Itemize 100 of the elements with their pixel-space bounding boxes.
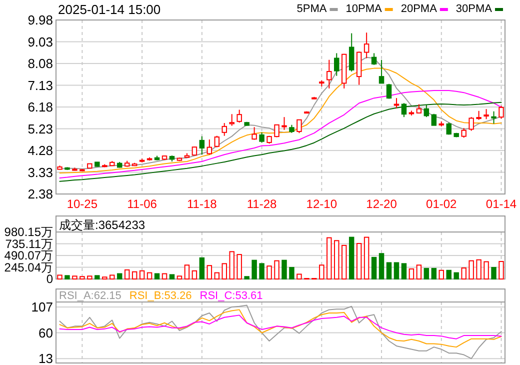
line-series	[59, 90, 502, 178]
candlestick	[199, 136, 205, 156]
bar	[184, 264, 190, 280]
candlestick	[229, 114, 234, 126]
bar	[176, 276, 182, 280]
candlestick	[296, 119, 302, 134]
bar	[348, 236, 354, 280]
bar	[252, 260, 257, 280]
bar	[199, 257, 205, 280]
candlestick	[334, 52, 340, 76]
bar	[259, 263, 264, 280]
candlestick	[491, 110, 496, 124]
candlestick	[214, 135, 220, 148]
series-label: RSI_C:53.61	[200, 290, 263, 302]
bar	[438, 270, 444, 280]
legend-label: 10PMA	[346, 3, 382, 15]
y-tick-label: 490.07万	[4, 248, 53, 263]
y-tick-label: 9.98	[28, 12, 53, 28]
bar	[192, 270, 198, 280]
x-tick-label: 11-18	[187, 197, 218, 211]
bar	[326, 237, 332, 280]
bar	[476, 259, 482, 280]
bar	[341, 244, 347, 280]
line-series	[59, 314, 502, 340]
y-tick-label: 735.11万	[5, 236, 53, 251]
legend-label: 20PMA	[400, 3, 438, 15]
candlestick	[378, 59, 384, 84]
y-tick-label: 0	[46, 272, 54, 286]
bar	[491, 266, 496, 280]
series-label: RSI_B:53.26	[129, 290, 192, 302]
bar	[356, 243, 362, 280]
candlestick	[401, 102, 407, 118]
bar	[229, 251, 234, 280]
y-tick-label: 6.18	[28, 100, 53, 115]
bar	[266, 266, 272, 280]
y-tick-label: 2.38	[28, 186, 53, 202]
candlestick	[461, 128, 466, 138]
bar	[386, 262, 392, 280]
bar	[364, 236, 370, 280]
candlestick	[252, 126, 257, 140]
line-series	[59, 304, 502, 360]
bar	[64, 275, 70, 280]
bar	[468, 260, 474, 280]
bar	[169, 274, 175, 280]
x-tick-label: 01-14	[486, 197, 517, 211]
chart-title: 2025-01-14 15:00	[58, 2, 161, 17]
bar	[289, 266, 294, 280]
y-tick-label: 9.03	[28, 34, 53, 50]
bar	[154, 273, 160, 280]
legend-label: 30PMA	[456, 3, 493, 15]
bar	[110, 274, 115, 280]
y-tick-label: 3.33	[28, 164, 53, 180]
bar	[408, 268, 414, 280]
y-tick-label: 60	[38, 325, 53, 340]
bar	[206, 265, 212, 280]
line-series	[59, 102, 502, 182]
candlestick	[484, 108, 489, 120]
bar	[274, 260, 280, 280]
candlestick	[394, 98, 400, 109]
candlestick	[274, 124, 280, 138]
bar	[371, 256, 377, 280]
bar	[124, 269, 130, 280]
y-tick-label: 4.28	[28, 143, 53, 158]
x-tick-label: 10-25	[66, 197, 98, 211]
candlestick	[259, 132, 264, 143]
bar	[416, 264, 422, 280]
candlestick	[236, 109, 242, 124]
bar	[394, 262, 400, 280]
candlestick	[468, 116, 474, 132]
bar	[319, 264, 324, 280]
candlestick	[431, 113, 437, 126]
candlestick	[386, 83, 392, 100]
bar	[431, 268, 437, 280]
candlestick	[446, 122, 452, 136]
bar	[80, 276, 85, 280]
y-tick-label: 245.04万	[4, 260, 53, 274]
bar	[116, 273, 122, 280]
candlestick	[364, 32, 370, 59]
candlestick	[424, 104, 430, 118]
bar	[424, 268, 430, 280]
bar	[139, 270, 145, 280]
bar	[57, 274, 62, 280]
y-tick-label: 107	[31, 299, 53, 314]
bar	[378, 253, 384, 280]
candlestick	[326, 59, 332, 89]
x-tick-label: 12-10	[306, 197, 338, 211]
y-tick-label: 13	[38, 351, 53, 365]
bar	[94, 275, 100, 280]
candlestick	[222, 122, 227, 136]
y-tick-label: 980.15万	[4, 225, 53, 240]
bar	[244, 276, 250, 280]
bar	[454, 272, 459, 280]
bar	[401, 263, 407, 280]
x-tick-label: 01-02	[426, 197, 458, 211]
bar	[72, 276, 78, 280]
bar	[446, 270, 452, 280]
candlestick	[416, 104, 422, 114]
candlestick	[206, 139, 212, 156]
candlestick	[371, 52, 377, 66]
bar	[132, 271, 138, 280]
